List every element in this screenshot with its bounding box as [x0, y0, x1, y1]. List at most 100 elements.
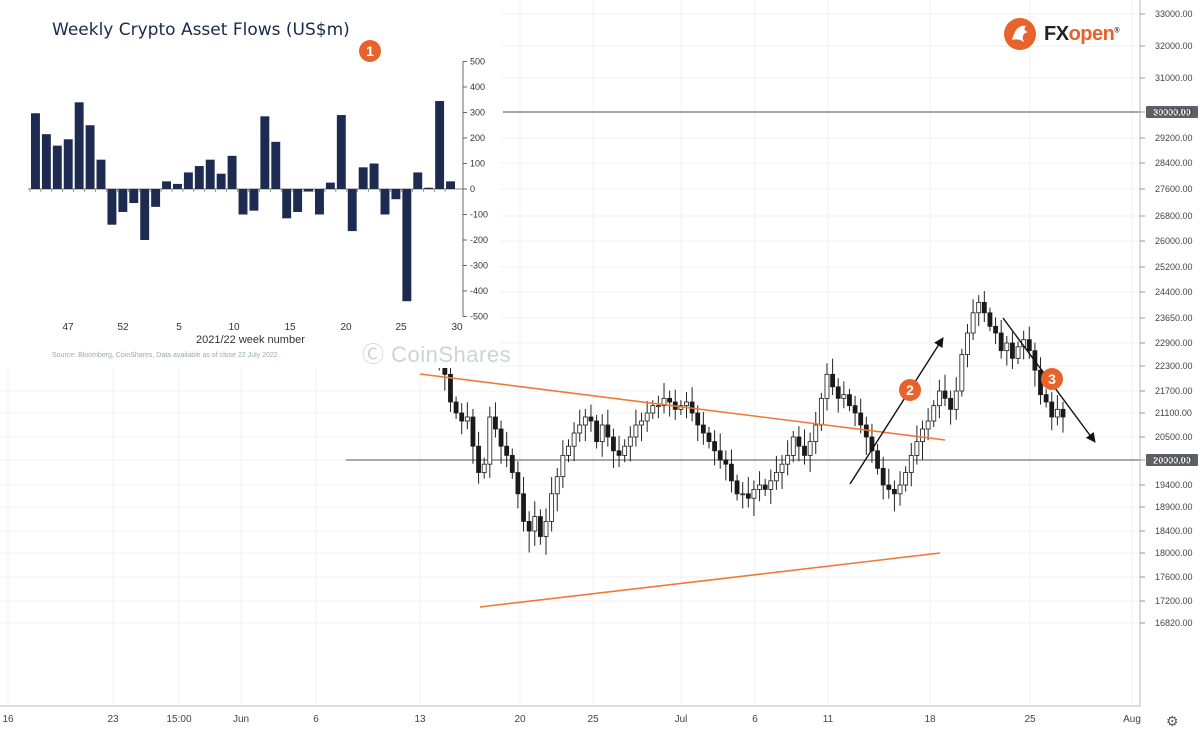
candle-body	[807, 441, 813, 456]
candle-body	[521, 493, 526, 522]
candle	[526, 511, 532, 553]
candle-body	[936, 390, 942, 407]
candle	[1043, 388, 1049, 408]
flow-bar	[96, 159, 106, 189]
candle-body	[588, 416, 594, 422]
candle-body	[667, 397, 673, 403]
candle	[875, 443, 880, 475]
candle	[779, 454, 785, 489]
candle	[869, 423, 875, 463]
candle	[847, 388, 852, 412]
candle	[953, 377, 959, 420]
candle	[824, 363, 830, 411]
candle-body	[700, 424, 706, 434]
brand-wordmark: FXopen®	[1044, 23, 1119, 46]
price-tick-label: 32000.00	[1155, 41, 1193, 51]
candle	[689, 387, 695, 422]
flow-bar	[151, 189, 161, 207]
candle	[605, 409, 611, 447]
time-tick-label: 25	[1024, 714, 1036, 725]
annotation-badge-3: 3	[1041, 368, 1063, 390]
inset-y-label: 0	[470, 184, 475, 194]
candle-body	[998, 332, 1004, 352]
candle-body	[841, 394, 847, 399]
candle-body	[577, 424, 583, 434]
candle	[717, 433, 723, 469]
price-axis[interactable]: 33000.00 32000.00 31000.00 30000.00 29200.00…	[1139, 0, 1193, 706]
price-tick-label: 26000.00	[1155, 236, 1193, 246]
candle-body	[953, 390, 959, 410]
candle	[594, 415, 599, 449]
candle-body	[515, 472, 521, 495]
candle	[1004, 336, 1010, 366]
price-tick-label: 25200.00	[1155, 262, 1193, 272]
candle-body	[560, 454, 566, 478]
candle-body	[712, 441, 717, 452]
candle	[672, 389, 678, 420]
candle	[627, 426, 633, 462]
candle-body	[582, 416, 588, 426]
candle	[459, 403, 465, 435]
flow-bar	[391, 189, 401, 200]
time-tick-label: Jun	[233, 714, 249, 725]
flow-bar	[336, 115, 346, 189]
candle	[774, 455, 779, 490]
time-axis[interactable]: 16 23 15:00 Jun 6 13 20 25 Jul 6 11 18 25 Aug	[0, 705, 1141, 725]
candle-body	[611, 436, 616, 452]
candle	[768, 469, 774, 504]
inset-x-label: 10	[228, 322, 240, 333]
time-tick-label: 13	[414, 714, 426, 725]
price-level-label: 20000.00	[1153, 456, 1191, 466]
candle-body	[717, 450, 723, 461]
candle-body	[734, 480, 740, 495]
flow-bar	[347, 189, 357, 232]
price-level-tag	[1146, 454, 1198, 466]
flow-bar	[74, 102, 84, 189]
candle	[661, 383, 667, 414]
candle-body	[1015, 346, 1021, 359]
candle-body	[453, 401, 459, 414]
flow-bar	[293, 189, 303, 212]
candle	[588, 404, 594, 432]
candle-body	[1054, 408, 1060, 418]
candle	[740, 482, 746, 509]
candle	[543, 508, 549, 555]
price-tick-label: 23650.00	[1155, 313, 1193, 323]
candle-body	[785, 454, 791, 465]
candle	[521, 477, 526, 532]
candle	[813, 411, 819, 455]
candle	[858, 398, 864, 434]
candle-body	[622, 445, 628, 456]
flow-bar	[238, 189, 248, 215]
candle-body	[965, 332, 970, 355]
candle	[695, 405, 701, 442]
candle	[920, 420, 925, 460]
candle	[993, 317, 998, 345]
inset-y-label: -100	[470, 210, 488, 220]
price-tick-label: 21100.00	[1155, 408, 1192, 418]
candle-body	[498, 428, 504, 447]
candle	[762, 478, 768, 496]
candle-body	[509, 454, 515, 473]
candle	[729, 449, 734, 493]
candle-body	[526, 521, 532, 532]
candle	[470, 408, 476, 464]
settings-gear-icon[interactable]: ⚙	[1166, 713, 1179, 729]
candle	[453, 396, 459, 419]
candle-body	[959, 354, 965, 392]
candle	[807, 432, 813, 473]
candle	[566, 439, 571, 463]
inset-y-label: 100	[470, 159, 485, 169]
candle-body	[616, 450, 622, 456]
candle-body	[847, 394, 852, 407]
candle	[886, 468, 892, 499]
candle	[633, 409, 639, 447]
candle-body	[487, 416, 493, 465]
candle-body	[532, 516, 538, 532]
candle-body	[448, 373, 453, 403]
candle-body	[1004, 342, 1010, 352]
price-tick-label: 19400.00	[1155, 480, 1193, 490]
inset-y-label: -300	[470, 261, 488, 271]
candle-body	[470, 416, 476, 447]
